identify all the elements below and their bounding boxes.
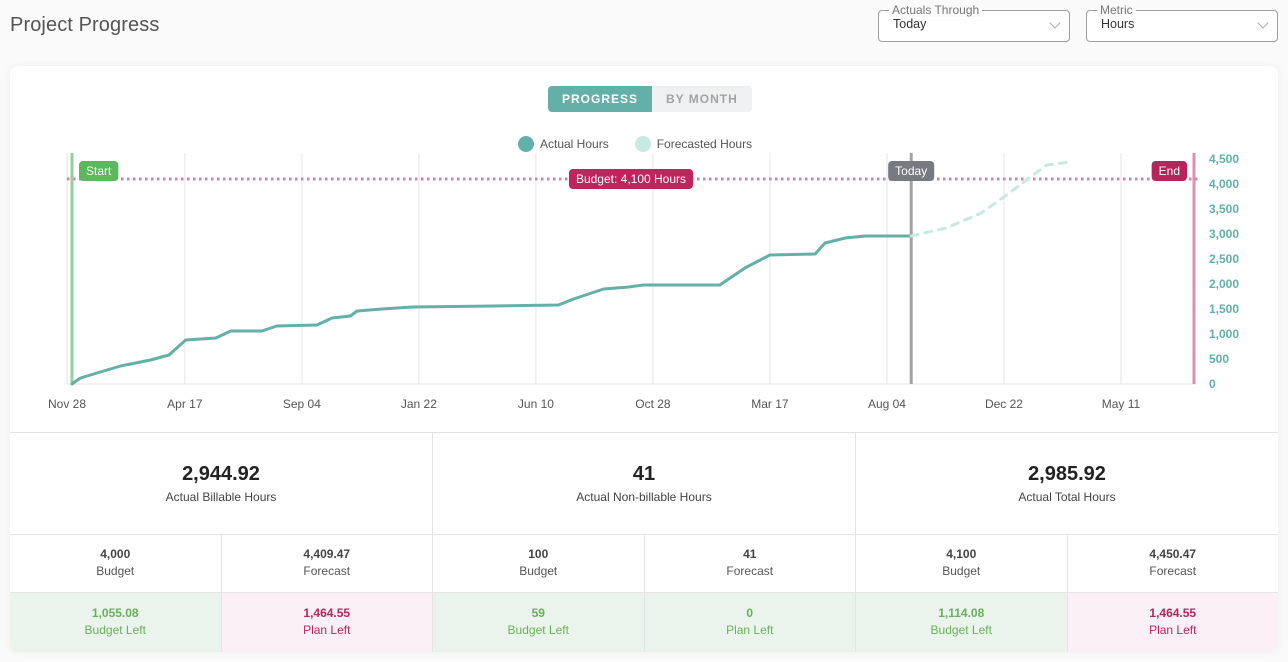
- total-plan-left: 1,464.55 Plan Left: [1067, 593, 1278, 652]
- legend-dot-actual-icon: [518, 136, 534, 152]
- value: 100: [528, 547, 549, 561]
- start-flag-bg: [79, 161, 119, 181]
- stat-value: 2,944.92: [182, 463, 260, 485]
- metric-label: Metric: [1097, 3, 1136, 17]
- stat-label: Actual Billable Hours: [165, 490, 277, 504]
- value: 1,055.08: [91, 606, 139, 620]
- budget-flag-bg: [568, 169, 694, 189]
- chevron-down-icon: [1257, 17, 1269, 29]
- label: Budget: [96, 564, 135, 578]
- stat-nonbillable: 41 Actual Non-billable Hours: [433, 433, 856, 534]
- total-budget: 4,100 Budget: [856, 535, 1068, 592]
- y-tick-label: 4,000: [1209, 177, 1239, 191]
- x-tick-label: Nov 28: [48, 397, 86, 411]
- x-tick-label: Sep 04: [283, 397, 321, 411]
- label: Forecast: [303, 564, 351, 578]
- tab-progress[interactable]: PROGRESS: [548, 86, 653, 112]
- billable-plan-left: 1,464.55 Plan Left: [221, 593, 433, 652]
- summary-stats: 2,944.92 Actual Billable Hours 41 Actual…: [10, 432, 1278, 652]
- stat-billable: 2,944.92 Actual Billable Hours: [10, 433, 433, 534]
- value: 41: [743, 547, 757, 561]
- billable-budget: 4,000 Budget: [10, 535, 222, 592]
- label: Plan Left: [1149, 623, 1197, 637]
- billable-budget-left: 1,055.08 Budget Left: [10, 593, 222, 652]
- label: Budget Left: [930, 623, 992, 637]
- x-tick-label: Dec 22: [985, 397, 1023, 411]
- label: Plan Left: [303, 623, 351, 637]
- y-tick-label: 3,000: [1209, 227, 1239, 241]
- label: Forecast: [1149, 564, 1197, 578]
- value: 1,464.55: [303, 606, 351, 620]
- value: 4,409.47: [303, 547, 351, 561]
- legend-item-forecast[interactable]: Forecasted Hours: [634, 136, 753, 152]
- y-tick-label: 0: [1209, 377, 1216, 391]
- y-tick-label: 500: [1209, 352, 1229, 366]
- end-flag: End: [1159, 164, 1180, 178]
- nonbillable-budget: 100 Budget: [433, 535, 645, 592]
- total-budget-left: 1,114.08 Budget Left: [856, 593, 1068, 652]
- label: Budget: [519, 564, 558, 578]
- y-tick-label: 4,500: [1209, 152, 1239, 166]
- value: 1,114.08: [938, 606, 985, 620]
- nonbillable-budget-left: 59 Budget Left: [433, 593, 645, 652]
- label: Forecast: [726, 564, 774, 578]
- y-tick-label: 2,000: [1209, 277, 1239, 291]
- budget-flag: Budget: 4,100 Hours: [576, 172, 686, 186]
- today-flag: Today: [895, 164, 927, 178]
- label: Plan Left: [726, 623, 774, 637]
- chevron-down-icon: [1049, 17, 1061, 29]
- progress-chart: Nov 28 Apr 17 Sep 04 Jan 22 Jun 10 Oct 28 Mar …: [48, 152, 1239, 411]
- legend-label-actual: Actual Hours: [540, 137, 609, 151]
- stat-value: 41: [632, 463, 656, 485]
- label: Budget Left: [507, 623, 569, 637]
- value: 4,100: [946, 547, 977, 561]
- actuals-through-select[interactable]: Actuals Through Today: [878, 3, 1070, 42]
- actuals-through-label: Actuals Through: [889, 3, 983, 17]
- stat-value: 2,985.92: [1028, 463, 1106, 485]
- x-tick-label: May 11: [1102, 397, 1141, 411]
- metric-select[interactable]: Metric Hours: [1086, 3, 1278, 42]
- legend-label-forecast: Forecasted Hours: [656, 137, 753, 151]
- y-tick-label: 1,500: [1209, 302, 1239, 316]
- stat-total: 2,985.92 Actual Total Hours: [856, 433, 1278, 534]
- value: 0: [746, 606, 754, 620]
- tab-by-month[interactable]: BY MONTH: [666, 92, 738, 106]
- x-tick-label: Jun 10: [518, 397, 554, 411]
- label: Budget Left: [84, 623, 146, 637]
- x-tick-label: Mar 17: [751, 397, 789, 411]
- chart-legend: Actual Hours Forecasted Hours: [518, 136, 752, 152]
- actual-hours-line: [70, 234, 913, 386]
- actuals-through-value: Today: [893, 17, 927, 31]
- y-tick-label: 2,500: [1209, 252, 1239, 266]
- value: 4,000: [100, 547, 131, 561]
- progress-card: Nov 28 Apr 17 Sep 04 Jan 22 Jun 10 Oct 28 Mar …: [10, 66, 1278, 652]
- value: 59: [531, 606, 545, 620]
- x-tick-label: Apr 17: [167, 397, 203, 411]
- nonbillable-forecast: 41 Forecast: [645, 535, 856, 592]
- x-tick-label: Oct 28: [635, 397, 671, 411]
- billable-forecast: 4,409.47 Forecast: [222, 535, 433, 592]
- end-flag-bg: [1151, 161, 1187, 181]
- nonbillable-plan-left: 0 Plan Left: [644, 593, 856, 652]
- total-forecast: 4,450.47 Forecast: [1068, 535, 1279, 592]
- legend-dot-forecast-icon: [634, 136, 651, 152]
- label: Budget: [942, 564, 981, 578]
- metric-value: Hours: [1101, 17, 1135, 31]
- page-title: Project Progress: [10, 14, 160, 36]
- stat-label: Actual Total Hours: [1018, 490, 1116, 504]
- value: 1,464.55: [1149, 606, 1197, 620]
- y-tick-label: 3,500: [1209, 202, 1239, 216]
- y-tick-label: 1,000: [1209, 327, 1239, 341]
- legend-item-actual[interactable]: Actual Hours: [518, 136, 609, 152]
- start-flag: Start: [86, 164, 112, 178]
- view-toggle: PROGRESS BY MONTH: [548, 86, 752, 112]
- value: 4,450.47: [1149, 547, 1197, 561]
- x-tick-label: Jan 22: [401, 397, 437, 411]
- stat-label: Actual Non-billable Hours: [576, 490, 712, 504]
- today-flag-bg: [888, 161, 935, 181]
- x-tick-label: Aug 04: [868, 397, 906, 411]
- forecast-hours-line: [909, 160, 1072, 238]
